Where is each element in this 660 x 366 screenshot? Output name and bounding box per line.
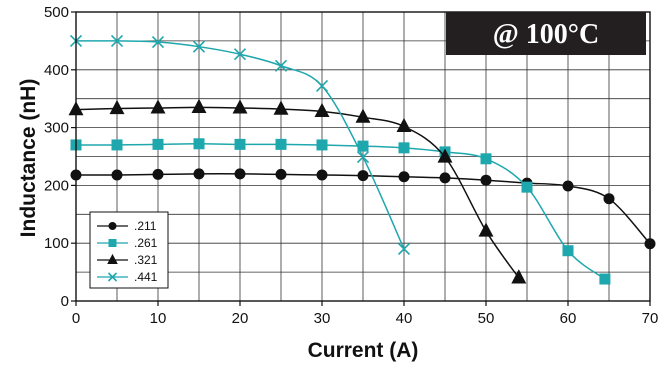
data-point [398,142,410,154]
data-point [232,99,248,114]
data-point [603,193,615,205]
data-point [275,168,287,180]
data-point [274,59,288,72]
y-tick-label: 500 [44,4,69,21]
temperature-badge: @ 100°C [446,12,646,55]
data-point [599,273,611,285]
legend-marker [108,239,117,247]
data-point [396,117,412,133]
data-point [439,172,451,184]
data-point [511,269,527,284]
legend-label: .261 [134,236,158,250]
legend-box [89,211,169,289]
x-tick-label: 40 [396,310,413,327]
data-point [357,140,369,152]
data-point [151,35,165,49]
x-tick-label: 20 [232,310,249,327]
legend-entry: .441 [97,270,158,284]
data-point [356,151,370,164]
data-point [478,222,494,237]
series-1 [70,168,656,250]
legend-label: .321 [134,253,158,267]
y-tick-label: 100 [44,235,69,252]
data-point [275,138,287,150]
data-point [480,153,492,165]
legend-marker [108,222,117,230]
data-point [234,138,246,150]
y-axis-title: Inductance (nH) [17,79,40,238]
data-point [355,108,371,123]
legend-label: .441 [134,270,158,284]
temperature-badge-background [446,12,646,55]
data-point [480,174,492,186]
data-point [109,99,125,115]
legend-marker [107,272,118,282]
data-point [397,242,411,256]
data-point [357,170,369,182]
plot-frame [75,11,651,302]
data-point [316,169,328,181]
data-point [110,34,124,47]
x-tick-label: 10 [150,310,167,327]
y-tick-label: 400 [44,62,69,79]
y-tick-label: 200 [44,177,69,194]
data-point [233,48,247,61]
temperature-annotation: @ 100°C [493,19,599,50]
legend-entry: .261 [97,236,158,250]
data-point [437,148,453,163]
series-3 [68,98,527,284]
data-point [562,245,574,257]
data-point [315,79,329,93]
legend-entry: .321 [97,253,158,267]
x-tick-label: 0 [72,310,80,327]
data-point [193,168,205,180]
data-point [152,138,164,150]
data-point [273,100,289,115]
series-layer [68,34,656,285]
x-tick-label: 70 [642,310,659,327]
legend: .211 .261 .321 .441 [89,211,169,289]
data-point [521,181,533,193]
data-point [193,138,205,150]
data-point [316,139,328,151]
data-point [150,99,166,114]
data-point [191,98,207,113]
x-axis-title: Current (A) [308,339,419,362]
legend-marker [107,253,118,264]
x-tick-label: 60 [560,310,577,327]
data-point [152,168,164,180]
axes: 0 10 20 30 40 50 60 70 0 100 200 300 400 500 [44,4,658,327]
y-tick-label: 0 [61,293,69,310]
legend-entry: .211 [97,219,157,233]
x-tick-label: 30 [314,310,331,327]
x-tick-label: 50 [478,310,495,327]
y-tick-label: 300 [44,120,69,137]
data-point [192,40,206,53]
data-point [314,102,330,118]
data-point [234,168,246,180]
data-point [398,171,410,183]
legend-label: .211 [134,219,157,233]
data-point [111,169,123,181]
data-point [111,139,123,151]
data-point [562,180,574,192]
